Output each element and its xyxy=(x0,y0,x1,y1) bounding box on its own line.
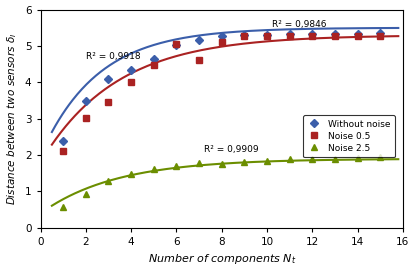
Noise 2.5 xyxy=(129,172,134,176)
Noise 2.5 xyxy=(151,167,156,171)
Without noise xyxy=(264,33,269,37)
Noise 2.5 xyxy=(197,162,202,165)
Without noise xyxy=(287,33,292,36)
Noise 0.5 xyxy=(310,34,315,37)
Line: Without noise: Without noise xyxy=(61,30,383,144)
Noise 0.5 xyxy=(264,34,269,37)
Without noise xyxy=(61,140,66,143)
Without noise xyxy=(242,33,247,37)
Noise 0.5 xyxy=(83,116,88,120)
Noise 0.5 xyxy=(61,149,66,152)
Without noise xyxy=(310,33,315,36)
Text: R² = 0,9846: R² = 0,9846 xyxy=(271,20,326,29)
Noise 0.5 xyxy=(151,63,156,66)
Without noise xyxy=(106,78,111,81)
Noise 2.5 xyxy=(61,205,66,208)
Without noise xyxy=(219,34,224,37)
Noise 0.5 xyxy=(197,58,202,61)
Noise 0.5 xyxy=(106,101,111,104)
Noise 2.5 xyxy=(219,163,224,166)
Noise 2.5 xyxy=(287,158,292,161)
Noise 2.5 xyxy=(106,180,111,183)
Without noise xyxy=(83,100,88,103)
Without noise xyxy=(151,57,156,60)
Without noise xyxy=(174,44,179,47)
Noise 0.5 xyxy=(378,34,383,37)
Without noise xyxy=(355,32,360,36)
Line: Noise 0.5: Noise 0.5 xyxy=(61,33,383,153)
Text: R² = 0,9918: R² = 0,9918 xyxy=(86,52,140,61)
Noise 0.5 xyxy=(242,34,247,37)
Noise 2.5 xyxy=(174,164,179,168)
Noise 2.5 xyxy=(310,158,315,161)
Noise 0.5 xyxy=(287,34,292,37)
Without noise xyxy=(197,38,202,41)
Text: R² = 0,9909: R² = 0,9909 xyxy=(204,145,258,154)
X-axis label: Number of components $N_t$: Number of components $N_t$ xyxy=(147,252,296,267)
Without noise xyxy=(378,32,383,35)
Line: Noise 2.5: Noise 2.5 xyxy=(61,154,383,209)
Noise 0.5 xyxy=(129,80,134,83)
Noise 0.5 xyxy=(355,34,360,37)
Without noise xyxy=(332,32,337,36)
Noise 0.5 xyxy=(174,42,179,46)
Noise 2.5 xyxy=(355,156,360,160)
Noise 0.5 xyxy=(332,34,337,37)
Y-axis label: Distance between two sensors $\delta_I$: Distance between two sensors $\delta_I$ xyxy=(5,33,20,205)
Noise 2.5 xyxy=(83,193,88,196)
Noise 0.5 xyxy=(219,41,224,44)
Noise 2.5 xyxy=(242,160,247,163)
Legend: Without noise, Noise 0.5, Noise 2.5: Without noise, Noise 0.5, Noise 2.5 xyxy=(303,115,395,157)
Without noise xyxy=(129,68,134,71)
Noise 2.5 xyxy=(332,157,337,160)
Noise 2.5 xyxy=(378,155,383,159)
Noise 2.5 xyxy=(264,159,269,162)
